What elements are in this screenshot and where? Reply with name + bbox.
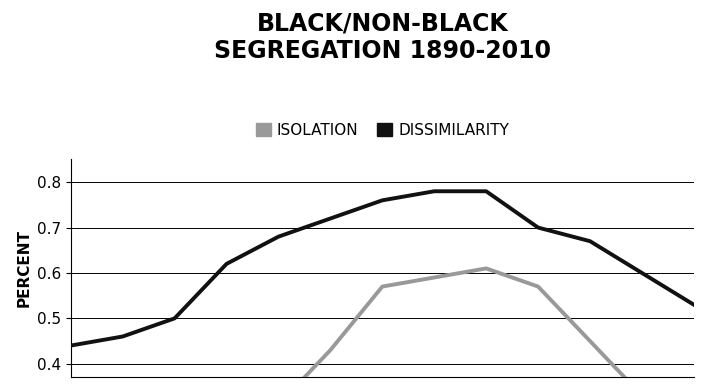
- Y-axis label: PERCENT: PERCENT: [16, 230, 31, 307]
- Legend: ISOLATION, DISSIMILARITY: ISOLATION, DISSIMILARITY: [249, 117, 515, 144]
- Text: BLACK/NON-BLACK
SEGREGATION 1890-2010: BLACK/NON-BLACK SEGREGATION 1890-2010: [214, 12, 551, 63]
